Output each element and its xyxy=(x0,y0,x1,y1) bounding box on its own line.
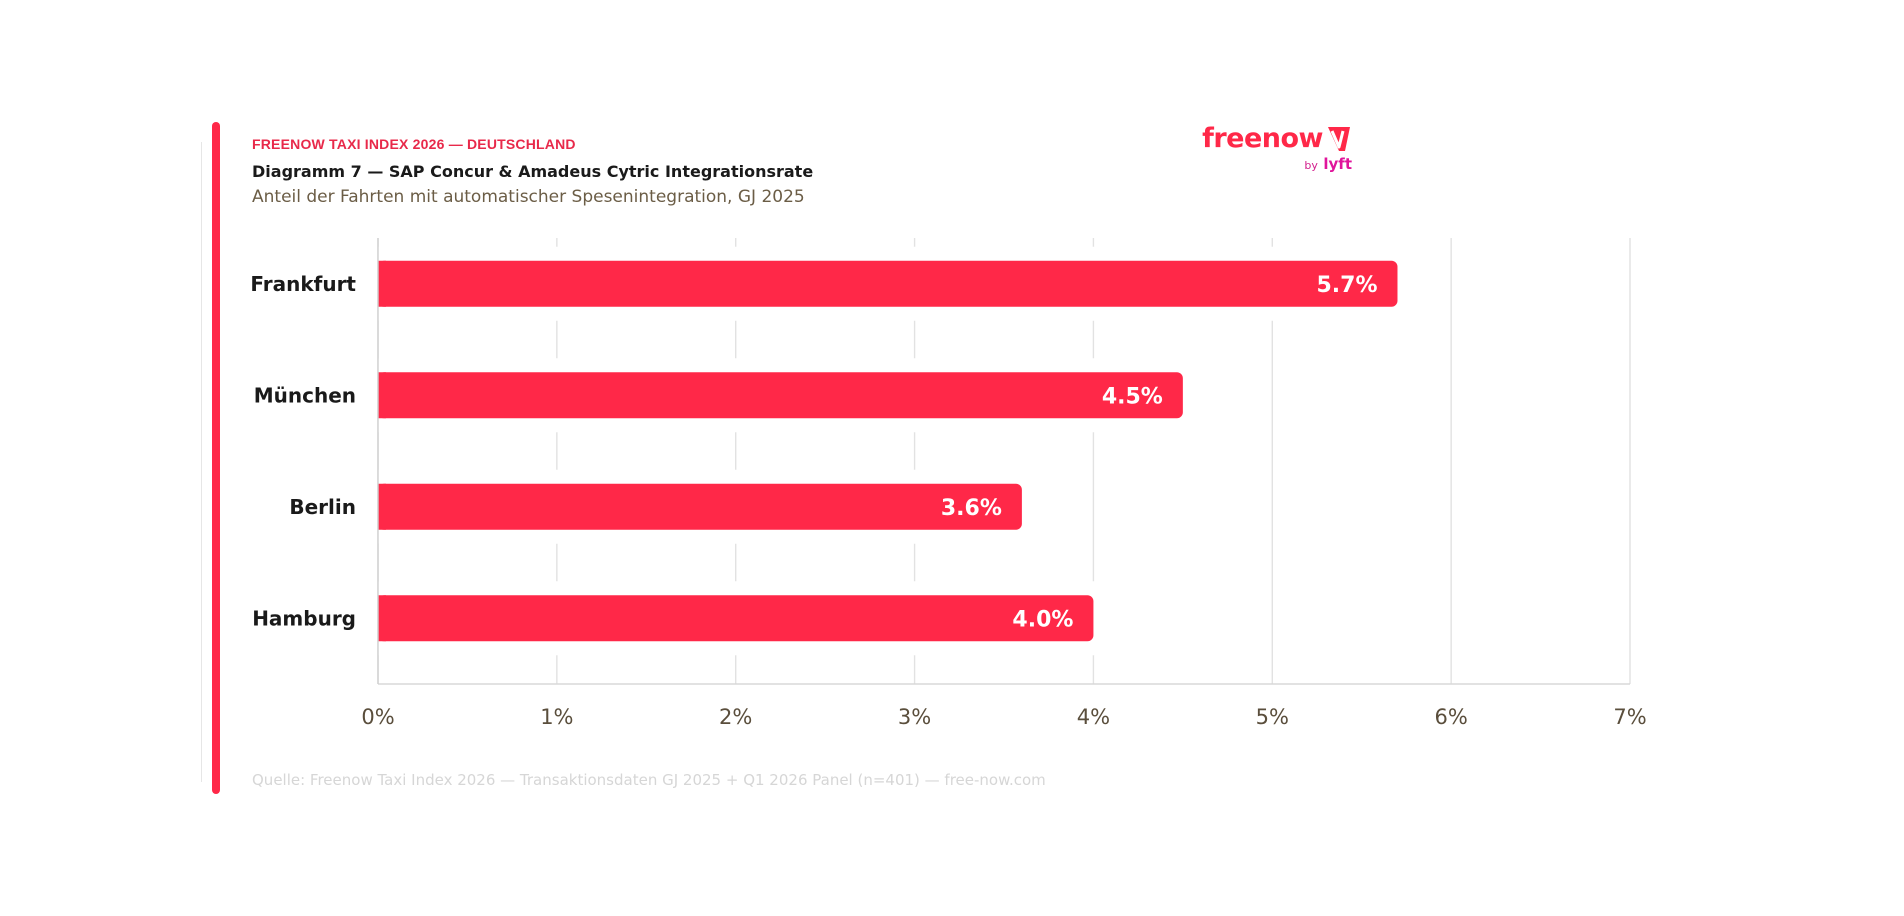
logo-wordmark: freenow xyxy=(1202,123,1323,154)
bar-layer: 5.7% 4.5% 3.6% 4.0% xyxy=(378,246,1404,656)
lyft-wordmark: lyft xyxy=(1323,155,1352,173)
category-label: Berlin xyxy=(289,495,356,519)
x-tick-label: 6% xyxy=(1434,705,1467,729)
bar-left-square xyxy=(378,260,386,307)
accent-bar xyxy=(212,122,220,794)
category-label: Hamburg xyxy=(252,606,356,630)
logo-byline: by lyft xyxy=(1202,156,1352,174)
chart-title: Diagramm 7 — SAP Concur & Amadeus Cytric… xyxy=(252,162,814,181)
bar-value-label: 4.5% xyxy=(1102,384,1163,409)
axis-layer: 0% 1% 2% 3% 4% 5% 6% 7% Frankfurt München Berlin Ha… xyxy=(250,238,1647,729)
x-tick-label: 0% xyxy=(361,705,394,729)
bar-left-square xyxy=(378,372,386,419)
x-tick-label: 1% xyxy=(540,705,573,729)
bar-value-label: 3.6% xyxy=(941,496,1002,521)
x-tick-label: 2% xyxy=(719,705,752,729)
chart-subtitle: Anteil der Fahrten mit automatischer Spe… xyxy=(252,187,805,207)
freenow-logo: freenow by lyft xyxy=(1202,124,1352,174)
bar-hamburg xyxy=(378,595,1094,642)
x-tick-label: 3% xyxy=(898,705,931,729)
bar-münchen xyxy=(378,372,1183,419)
bar-left-square xyxy=(378,595,386,642)
category-label: Frankfurt xyxy=(250,272,356,296)
x-tick-label: 4% xyxy=(1077,705,1110,729)
x-tick-label: 5% xyxy=(1256,705,1289,729)
bar-value-label: 5.7% xyxy=(1316,273,1377,298)
freenow-mark-icon xyxy=(1328,127,1350,151)
source-footnote: Quelle: Freenow Taxi Index 2026 — Transa… xyxy=(252,771,1046,789)
logo-wordmark-row: freenow xyxy=(1202,124,1352,154)
bar-berlin xyxy=(378,483,1022,530)
chart-kicker: FREENOW TAXI INDEX 2026 — DEUTSCHLAND xyxy=(252,136,576,152)
bar-frankfurt xyxy=(378,260,1398,307)
logo-by: by xyxy=(1304,159,1318,172)
bar-left-square xyxy=(378,483,386,530)
category-label: München xyxy=(254,383,356,407)
left-divider xyxy=(201,142,202,782)
x-tick-label: 7% xyxy=(1613,705,1646,729)
bar-value-label: 4.0% xyxy=(1012,607,1073,632)
